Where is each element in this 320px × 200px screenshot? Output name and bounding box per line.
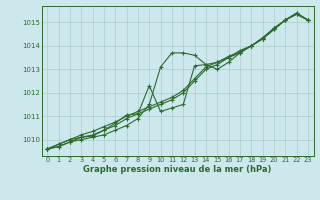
X-axis label: Graphe pression niveau de la mer (hPa): Graphe pression niveau de la mer (hPa) xyxy=(84,165,272,174)
